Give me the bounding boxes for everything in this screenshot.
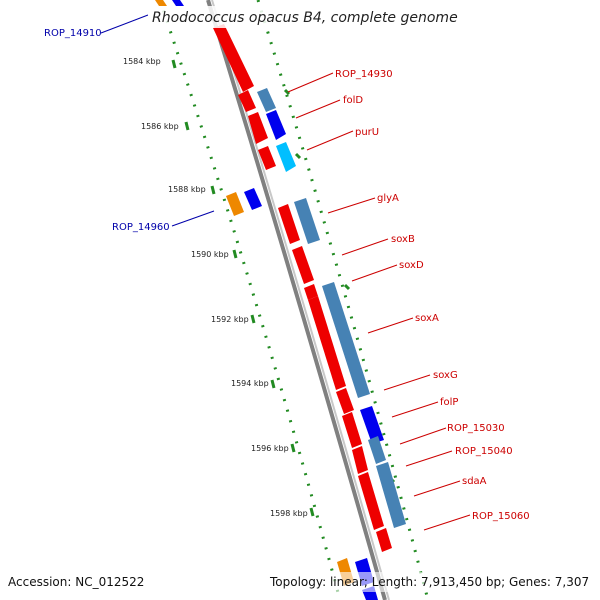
gene-rop14930[interactable] [257, 88, 276, 112]
gene-top-orange[interactable] [155, 0, 167, 6]
scale-label-1596: 1596 kbp [251, 444, 289, 453]
scale-label-1594: 1594 kbp [231, 379, 269, 388]
footer-backing [268, 572, 594, 592]
genome-backbone [206, 0, 387, 600]
genome-backbone-shadow [211, 0, 390, 600]
gene-rop15040[interactable] [352, 446, 368, 474]
gene-rop14960-orange[interactable] [226, 192, 244, 216]
label-soxB[interactable]: soxB [391, 234, 415, 245]
gene-soxB[interactable] [292, 246, 314, 284]
label-rop15040[interactable]: ROP_15040 [455, 446, 513, 457]
leader-lines [100, 14, 471, 531]
label-soxD[interactable]: soxD [399, 260, 424, 271]
gene-small-red-1[interactable] [238, 90, 256, 112]
scale-label-1584: 1584 kbp [123, 57, 161, 66]
scale-line-left [158, 0, 342, 600]
label-rop15060[interactable]: ROP_15060 [472, 511, 530, 522]
label-glyA[interactable]: glyA [377, 193, 399, 204]
gene-soxA[interactable] [322, 282, 370, 398]
gene-glyA[interactable] [294, 198, 320, 244]
gene-sdaA[interactable] [376, 462, 406, 528]
gene-small-red-3[interactable] [258, 146, 276, 170]
scale-label-1598: 1598 kbp [270, 509, 308, 518]
gene-top-blue[interactable] [172, 0, 184, 6]
scale-label-1588: 1588 kbp [168, 185, 206, 194]
label-purU[interactable]: purU [355, 127, 379, 138]
gene-rop15030[interactable] [368, 436, 386, 464]
gene-folP[interactable] [360, 406, 384, 444]
gene-purU[interactable] [276, 142, 296, 172]
gene-small-red-2[interactable] [248, 112, 268, 144]
gene-soxG[interactable] [336, 388, 354, 414]
label-folP[interactable]: folP [440, 397, 458, 408]
scale-label-1592: 1592 kbp [211, 315, 249, 324]
gene-glyA-red[interactable] [278, 204, 300, 244]
gene-soxD[interactable] [304, 284, 318, 300]
map-title: Rhodococcus opacus B4, complete genome [152, 10, 458, 26]
label-sdaA[interactable]: sdaA [462, 476, 487, 487]
scale-labels: 1584 kbp 1586 kbp 1588 kbp 1590 kbp 1592… [123, 57, 308, 518]
label-soxA[interactable]: soxA [415, 313, 439, 324]
label-rop14910[interactable]: ROP_14910 [44, 28, 102, 39]
gene-rop14960[interactable] [244, 188, 262, 210]
gene-sdaA-red[interactable] [358, 472, 384, 530]
gene-soxA-red[interactable] [308, 296, 346, 390]
genome-summary: Topology: linear; Length: 7,913,450 bp; … [269, 575, 589, 589]
gene-rop14930-red[interactable] [213, 24, 254, 92]
title-backing [148, 6, 448, 28]
label-rop14930[interactable]: ROP_14930 [335, 69, 393, 80]
scale-label-1590: 1590 kbp [191, 250, 229, 259]
scale-label-1586: 1586 kbp [141, 122, 179, 131]
accession-text: Accession: NC_012522 [8, 575, 144, 589]
gene-folD[interactable] [266, 110, 286, 140]
gene-labels: ROP_14910 ROP_14960 ROP_14930 folD purU … [44, 28, 530, 522]
label-soxG[interactable]: soxG [433, 370, 458, 381]
label-rop15030[interactable]: ROP_15030 [447, 423, 505, 434]
gene-folP-red[interactable] [342, 412, 362, 448]
label-rop14960[interactable]: ROP_14960 [112, 222, 170, 233]
label-folD[interactable]: folD [343, 95, 363, 106]
gene-rop15060[interactable] [376, 528, 392, 552]
